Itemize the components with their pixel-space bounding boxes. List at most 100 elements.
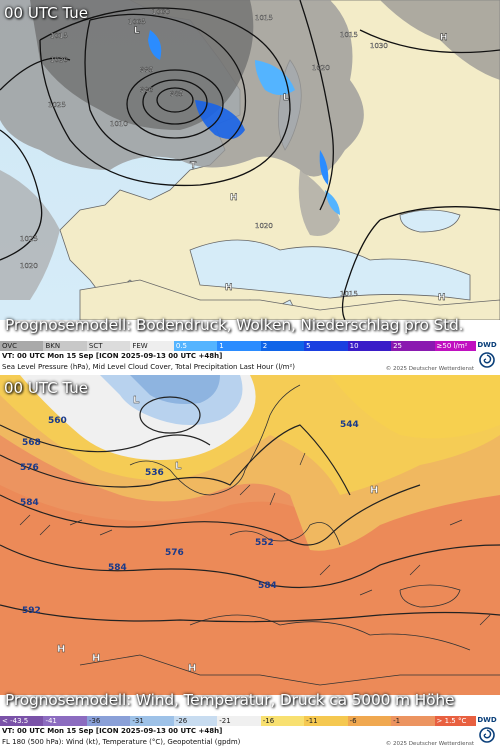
low-marker: L [175, 461, 182, 472]
isobar-label: 1015 [255, 14, 273, 22]
isobar-label: 1000 [152, 8, 170, 16]
isobar-label: 985 [170, 90, 183, 98]
isobar-label: 1005 [128, 18, 146, 26]
low-marker: L [283, 93, 289, 103]
pressure-map: 1005 1000 1010 1015 1020 1025 1030 990 9… [0, 0, 500, 320]
legend-item-5: 5 [304, 341, 348, 351]
high-marker: H [225, 283, 233, 293]
geopotential-label: 592 [22, 606, 41, 616]
legend-item-ovc: OVC [0, 341, 44, 351]
geopotential-label: 568 [22, 438, 41, 448]
dwd-logo-text: DWD [477, 716, 497, 724]
legend-item-25: 25 [391, 341, 435, 351]
temp-zone-east-yellow [330, 375, 500, 439]
temp-zone-orange [0, 485, 500, 695]
precip-4 [319, 150, 329, 185]
precip-cloud-legend: OVC BKN SCT FEW 0.5 1 2 5 10 25 ≥50 l/m² [0, 341, 478, 351]
high-marker: H [370, 485, 378, 496]
geopotential-label: 536 [145, 468, 164, 478]
legend-item: -16 [260, 716, 305, 726]
legend-item-sct: SCT [86, 341, 131, 351]
isobar-label: 1020 [20, 262, 38, 270]
cloud-cover-east [380, 0, 500, 80]
geopotential-label: 584 [108, 563, 127, 573]
sea-mediterranean [189, 239, 471, 301]
high-marker: H [92, 653, 100, 664]
sea-black [399, 209, 461, 233]
legend-item: -11 [304, 716, 348, 726]
legend-item: -26 [173, 716, 218, 726]
legend-item: -6 [347, 716, 392, 726]
dwd-logo: DWD [476, 716, 498, 748]
precip-2 [195, 100, 245, 139]
map-caption: Prognosemodell: Bodendruck, Wolken, Nied… [5, 316, 464, 334]
precip-5 [325, 190, 340, 215]
isobar-label: 1015 [340, 31, 358, 39]
copyright-text: © 2025 Deutscher Wetterdienst [385, 366, 474, 372]
isobar-label: 1020 [255, 222, 273, 230]
isobar-label: 1025 [48, 101, 66, 109]
dwd-swirl-icon [479, 352, 495, 368]
isobar-label: 1030 [370, 42, 388, 50]
parameter-info: Sea Level Pressure (hPa), Mid Level Clou… [2, 363, 295, 371]
cloud-cover-west [0, 170, 60, 300]
isobar-label: 1010 [110, 120, 128, 128]
valid-time-info: VT: 00 UTC Mon 15 Sep [ICON 2025-09-13 0… [2, 727, 223, 735]
legend-item-few: FEW [130, 341, 174, 351]
legend-item: < -43.5 [0, 716, 44, 726]
legend-item: -36 [86, 716, 131, 726]
pressure-cloud-panel: 1005 1000 1010 1015 1020 1025 1030 990 9… [0, 0, 500, 373]
geopotential-label: 576 [165, 548, 184, 558]
isobar-label: 1015 [50, 32, 68, 40]
trough-marker: T [190, 161, 197, 171]
isobar-label: 1015 [340, 290, 358, 298]
isobar-label: 1020 [50, 56, 68, 64]
temperature-legend: < -43.5 -41 -36 -31 -26 -21 -16 -11 -6 -… [0, 716, 478, 726]
legend-item-0-5: 0.5 [173, 341, 218, 351]
legend-item: -31 [130, 716, 174, 726]
isobar-label: 1025 [20, 235, 38, 243]
legend-item: -1 [391, 716, 435, 726]
precip-1 [148, 30, 162, 60]
legend-item-10: 10 [347, 341, 392, 351]
high-marker: H [57, 644, 65, 655]
high-marker: H [188, 663, 196, 674]
parameter-info: FL 180 (500 hPa): Wind (kt), Temperature… [2, 738, 241, 746]
high-marker: H [438, 293, 446, 303]
dwd-logo: DWD [476, 341, 498, 373]
high-marker: H [440, 33, 448, 43]
cloud-cover-balkan [298, 170, 340, 236]
legend-item: -41 [43, 716, 87, 726]
geopotential-label: 576 [20, 463, 39, 473]
high-marker: H [230, 193, 238, 203]
geopotential-label: 544 [340, 420, 359, 430]
temp-zone-blue [130, 375, 220, 404]
dwd-logo-text: DWD [477, 341, 497, 349]
land-africa [79, 279, 500, 320]
valid-time-info: VT: 00 UTC Mon 15 Sep [ICON 2025-09-13 0… [2, 352, 223, 360]
legend-item: > 1.5 °C [434, 716, 478, 726]
isobar-label: 995 [140, 66, 153, 74]
forecast-time-label: 00 UTC Tue [4, 4, 88, 22]
legend-item-bkn: BKN [43, 341, 87, 351]
map-caption: Prognosemodell: Wind, Temperatur, Druck … [5, 691, 455, 709]
legend-item-1: 1 [217, 341, 261, 351]
upper-air-map: 560 568 576 584 592 536 544 552 576 584 … [0, 375, 500, 695]
dwd-swirl-icon [479, 727, 495, 743]
upper-air-panel: 560 568 576 584 592 536 544 552 576 584 … [0, 375, 500, 750]
low-marker: L [134, 26, 140, 36]
cloud-cover-nw-dark [30, 0, 254, 130]
geopotential-label: 584 [258, 581, 277, 591]
geopotential-label: 552 [255, 538, 274, 548]
legend-item: -21 [217, 716, 261, 726]
legend-item-2: 2 [260, 341, 305, 351]
low-marker: L [133, 395, 140, 406]
isobar-label: 990 [140, 86, 153, 94]
geopotential-label: 584 [20, 498, 39, 508]
legend-item-50: ≥50 l/m² [434, 341, 478, 351]
isobar-label: 1020 [312, 64, 330, 72]
geopotential-label: 560 [48, 416, 67, 426]
precip-3 [255, 60, 295, 95]
forecast-time-label: 00 UTC Tue [4, 379, 88, 397]
copyright-text: © 2025 Deutscher Wetterdienst [385, 741, 474, 747]
